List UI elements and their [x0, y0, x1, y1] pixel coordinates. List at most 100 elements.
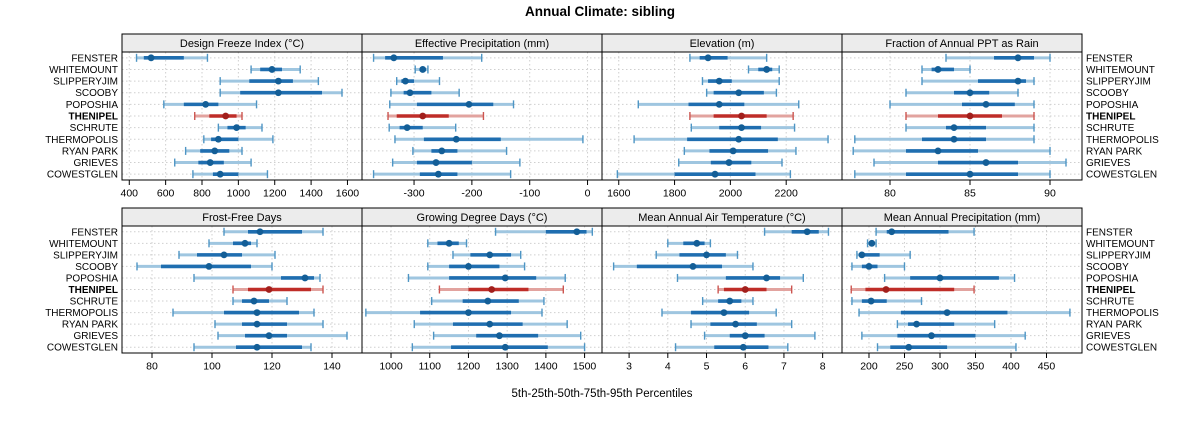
median-dot	[725, 159, 733, 166]
site-label-right: THERMOPOLIS	[1086, 135, 1159, 146]
interval-schrute	[232, 297, 288, 306]
interval-thermopolis	[394, 135, 584, 144]
median-dot	[434, 170, 442, 178]
median-dot	[202, 100, 210, 108]
interval-poposhia	[193, 273, 321, 282]
median-dot	[488, 286, 496, 293]
site-label-left: POPOSHIA	[66, 273, 119, 284]
percentile-caption: 5th-25th-50th-75th-95th Percentiles	[511, 388, 693, 400]
median-dot	[573, 228, 581, 236]
interval-schrute	[217, 123, 263, 132]
median-dot	[738, 124, 745, 132]
panel-growing-degree-days-c: 1000 1100 1200 1300 1400 1500 Growing Degree D…	[361, 207, 603, 373]
axis-tick-label: 400	[1002, 361, 1020, 373]
interval-ryan-park	[412, 146, 508, 155]
median-dot	[220, 251, 228, 259]
site-label-right: THERMOPOLIS	[1086, 308, 1159, 319]
median-dot	[253, 320, 261, 328]
median-dot	[496, 332, 503, 340]
site-label-right: FENSTER	[1086, 227, 1133, 238]
interval-grieves	[873, 158, 1067, 167]
interval-fenster	[763, 227, 830, 236]
panel-effective-precipitation-mm: -300 -200 -100 0 Effective Precipitation (mm…	[361, 33, 603, 200]
axis-tick-label: 90	[1044, 188, 1056, 200]
median-dot	[147, 54, 155, 62]
site-label-left: SCOOBY	[75, 88, 118, 99]
interval-ryan-park	[214, 320, 324, 329]
interval-poposhia	[676, 273, 804, 282]
axis-tick-label: 1800	[663, 188, 687, 200]
strip-header	[841, 33, 1083, 53]
median-dot	[465, 263, 472, 270]
interval-schrute	[430, 297, 545, 306]
axis-tick-label: 120	[263, 361, 281, 373]
median-dot	[726, 297, 734, 305]
axis-tick-label: 200	[860, 361, 878, 373]
median-dot	[715, 77, 723, 85]
site-label-right: RYAN PARK	[1086, 146, 1142, 157]
interval-grieves	[174, 158, 252, 167]
median-dot	[689, 263, 697, 270]
median-dot	[943, 309, 951, 316]
interval-whitemount	[427, 239, 468, 248]
median-dot	[803, 228, 811, 236]
site-label-left: FENSTER	[71, 227, 118, 238]
site-label-right: SCOOBY	[1086, 262, 1129, 273]
median-dot	[216, 170, 224, 178]
interval-grieves	[861, 331, 1026, 340]
interval-grieves	[678, 158, 783, 167]
axis-tick-label: 1600	[607, 188, 631, 200]
interval-poposhia	[389, 100, 515, 109]
median-dot	[950, 135, 958, 143]
median-dot	[888, 228, 896, 236]
site-label-right: WHITEMOUNT	[1086, 65, 1155, 76]
median-dot	[934, 147, 942, 155]
median-dot	[936, 274, 944, 282]
median-dot	[265, 286, 273, 293]
interval-thenipel	[232, 285, 324, 294]
median-dot	[486, 320, 494, 328]
interval-thenipel	[689, 112, 794, 120]
interval-poposhia	[889, 100, 1035, 109]
interval-whitemount	[667, 239, 712, 248]
site-label-left: SCOOBY	[75, 262, 118, 273]
median-dot	[982, 100, 990, 108]
axis-tick-label: 0	[585, 188, 591, 200]
interval-thenipel	[850, 285, 975, 294]
panel-elevation-m: 1600 1800 2000 2200 Elevation (m)	[601, 33, 843, 200]
site-label-left: THENIPEL	[69, 112, 118, 123]
interval-slipperyjim	[701, 77, 780, 86]
median-dot	[501, 343, 509, 351]
site-label-right: GRIEVES	[1086, 331, 1131, 342]
interval-grieves	[432, 331, 582, 340]
median-dot	[867, 297, 875, 305]
interval-ryan-park	[690, 320, 793, 329]
site-label-left: GRIEVES	[74, 158, 119, 169]
median-dot	[274, 77, 282, 85]
interval-slipperyjim	[856, 250, 911, 259]
interval-ryan-park	[683, 146, 797, 155]
interval-fenster	[945, 53, 1051, 62]
site-label-left: THERMOPOLIS	[45, 135, 118, 146]
site-label-left: RYAN PARK	[62, 320, 118, 331]
median-dot	[214, 135, 222, 143]
interval-ryan-park	[896, 320, 996, 329]
axis-tick-label: 250	[896, 361, 914, 373]
axis-tick-label: 1600	[336, 188, 360, 200]
interval-schrute	[905, 123, 1035, 132]
median-dot	[703, 251, 710, 259]
interval-slipperyjim	[395, 77, 441, 86]
median-dot	[966, 170, 974, 178]
median-dot	[934, 66, 942, 73]
interval-slipperyjim	[655, 250, 739, 259]
interval-slipperyjim	[921, 77, 1035, 86]
interval-thermopolis	[172, 308, 315, 317]
axis-tick-label: 350	[967, 361, 985, 373]
median-dot	[982, 159, 990, 166]
axis-tick-label: 1400	[534, 361, 558, 373]
interval-thenipel	[387, 112, 485, 120]
axis-tick-label: -300	[404, 188, 425, 200]
